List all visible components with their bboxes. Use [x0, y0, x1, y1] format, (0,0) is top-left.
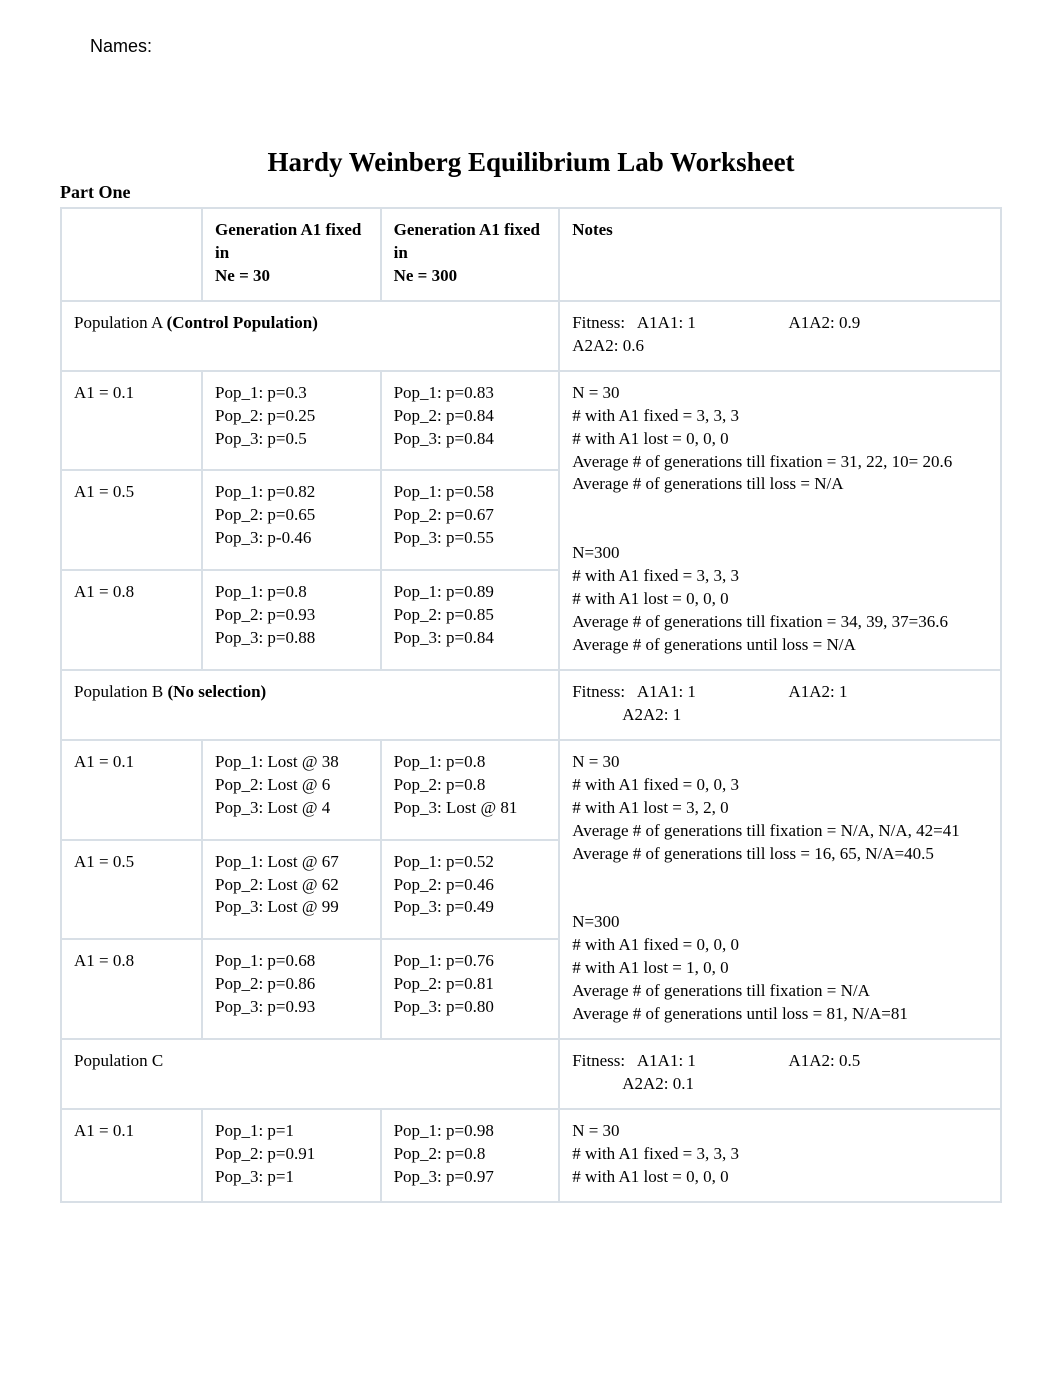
population-a-header: Population A (Control Population) Fitnes…: [61, 301, 1001, 371]
a1-cell: A1 = 0.5: [61, 470, 202, 570]
worksheet-page: Names: Hardy Weinberg Equilibrium Lab Wo…: [0, 0, 1062, 1283]
worksheet-table: Generation A1 fixed in Ne = 30 Generatio…: [60, 207, 1002, 1203]
table-row: A1 = 0.1 Pop_1: p=0.3 Pop_2: p=0.25 Pop_…: [61, 371, 1001, 471]
table-row: A1 = 0.1 Pop_1: Lost @ 38 Pop_2: Lost @ …: [61, 740, 1001, 840]
population-b-notes: N = 30 # with A1 fixed = 0, 0, 3 # with …: [559, 740, 1001, 1039]
ne30-cell: Pop_1: p=1 Pop_2: p=0.91 Pop_3: p=1: [202, 1109, 381, 1202]
col-header-a1: [61, 208, 202, 301]
population-b-fitness: Fitness: A1A1: 1 A1A2: 1 A2A2: 1: [559, 670, 1001, 740]
population-b-header: Population B (No selection) Fitness: A1A…: [61, 670, 1001, 740]
ne30-cell: Pop_1: p=0.8 Pop_2: p=0.93 Pop_3: p=0.88: [202, 570, 381, 670]
a1-cell: A1 = 0.8: [61, 570, 202, 670]
a1-cell: A1 = 0.1: [61, 740, 202, 840]
table-header-row: Generation A1 fixed in Ne = 30 Generatio…: [61, 208, 1001, 301]
col-header-notes: Notes: [559, 208, 1001, 301]
a1-cell: A1 = 0.5: [61, 840, 202, 940]
ne300-cell: Pop_1: p=0.76 Pop_2: p=0.81 Pop_3: p=0.8…: [381, 939, 560, 1039]
population-a-notes: N = 30 # with A1 fixed = 3, 3, 3 # with …: [559, 371, 1001, 670]
population-c-header: Population C Fitness: A1A1: 1 A1A2: 0.5 …: [61, 1039, 1001, 1109]
population-c-label: Population C: [61, 1039, 559, 1109]
col-header-ne30: Generation A1 fixed in Ne = 30: [202, 208, 381, 301]
ne300-cell: Pop_1: p=0.8 Pop_2: p=0.8 Pop_3: Lost @ …: [381, 740, 560, 840]
ne30-cell: Pop_1: p=0.68 Pop_2: p=0.86 Pop_3: p=0.9…: [202, 939, 381, 1039]
ne300-cell: Pop_1: p=0.89 Pop_2: p=0.85 Pop_3: p=0.8…: [381, 570, 560, 670]
names-label: Names:: [90, 36, 1002, 57]
table-row: A1 = 0.1 Pop_1: p=1 Pop_2: p=0.91 Pop_3:…: [61, 1109, 1001, 1202]
page-title: Hardy Weinberg Equilibrium Lab Worksheet: [60, 147, 1002, 178]
population-b-label: Population B (No selection): [61, 670, 559, 740]
ne300-cell: Pop_1: p=0.98 Pop_2: p=0.8 Pop_3: p=0.97: [381, 1109, 560, 1202]
ne30-cell: Pop_1: Lost @ 38 Pop_2: Lost @ 6 Pop_3: …: [202, 740, 381, 840]
ne30-cell: Pop_1: p=0.3 Pop_2: p=0.25 Pop_3: p=0.5: [202, 371, 381, 471]
a1-cell: A1 = 0.8: [61, 939, 202, 1039]
ne300-cell: Pop_1: p=0.58 Pop_2: p=0.67 Pop_3: p=0.5…: [381, 470, 560, 570]
ne30-cell: Pop_1: p=0.82 Pop_2: p=0.65 Pop_3: p-0.4…: [202, 470, 381, 570]
section-part-one: Part One: [60, 182, 1002, 203]
col-header-ne300: Generation A1 fixed in Ne = 300: [381, 208, 560, 301]
ne300-cell: Pop_1: p=0.83 Pop_2: p=0.84 Pop_3: p=0.8…: [381, 371, 560, 471]
ne300-cell: Pop_1: p=0.52 Pop_2: p=0.46 Pop_3: p=0.4…: [381, 840, 560, 940]
a1-cell: A1 = 0.1: [61, 1109, 202, 1202]
a1-cell: A1 = 0.1: [61, 371, 202, 471]
population-a-fitness: Fitness: A1A1: 1 A1A2: 0.9 A2A2: 0.6: [559, 301, 1001, 371]
population-c-fitness: Fitness: A1A1: 1 A1A2: 0.5 A2A2: 0.1: [559, 1039, 1001, 1109]
population-c-notes: N = 30 # with A1 fixed = 3, 3, 3 # with …: [559, 1109, 1001, 1202]
ne30-cell: Pop_1: Lost @ 67 Pop_2: Lost @ 62 Pop_3:…: [202, 840, 381, 940]
population-a-label: Population A (Control Population): [61, 301, 559, 371]
